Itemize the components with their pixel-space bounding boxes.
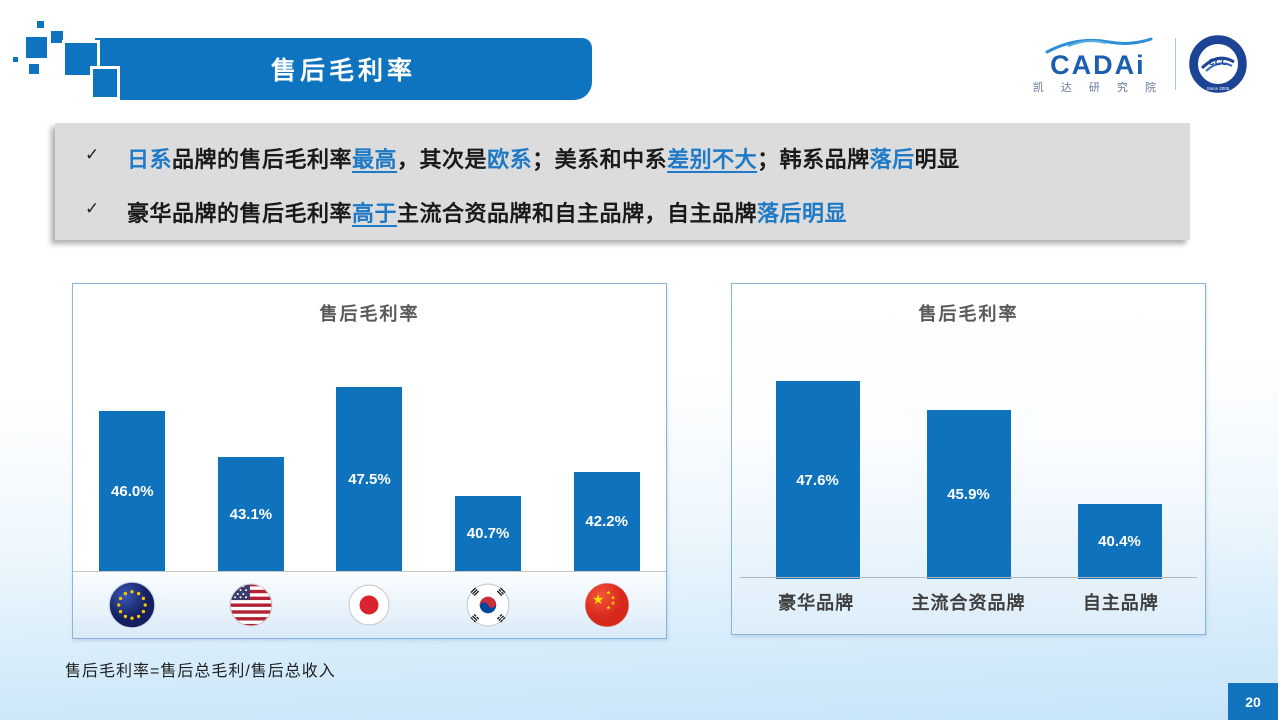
eu-flag-icon <box>108 581 156 629</box>
bar-column: 40.4% <box>1044 284 1195 579</box>
bullet-segment: 明显 <box>914 147 960 172</box>
svg-text:CCC: CCC <box>1208 57 1228 67</box>
category-label: 主流合资品牌 <box>911 593 1026 613</box>
bar-value-label: 46.0% <box>111 482 154 500</box>
svg-text:★: ★ <box>610 594 615 601</box>
category-label: 自主品牌 <box>1082 593 1159 613</box>
svg-text:★: ★ <box>610 600 615 607</box>
chart-panel-by-country: 售后毛利率 46.0% 43.1% 47.5% 40.7% 42.2% <box>72 283 667 639</box>
deco-square <box>13 57 18 62</box>
car-swoosh-icon <box>1045 37 1153 53</box>
deco-square <box>29 64 39 74</box>
check-icon: ✓ <box>85 199 100 218</box>
bar-chart-by-country: 46.0% 43.1% 47.5% 40.7% 42.2% <box>73 284 666 571</box>
bar-value-label: 47.6% <box>796 471 839 489</box>
page-number: 20 <box>1245 693 1261 710</box>
cadai-wordmark: CADAi 凯 达 研 究 院 <box>1033 34 1163 95</box>
category-label: 豪华品牌 <box>778 593 855 613</box>
svg-text:★: ★ <box>592 592 604 607</box>
bar: 40.4% <box>1077 504 1162 579</box>
bar-column: 45.9% <box>893 284 1044 579</box>
bar: 47.5% <box>336 387 403 571</box>
flag-axis-strip: ★ ★ ★ ★ ★ <box>73 571 666 638</box>
bullet-segment: 日系 <box>127 147 173 172</box>
bar-value-label: 47.5% <box>348 470 391 488</box>
chart-title: 售后毛利率 <box>319 304 420 324</box>
bullet-segment: 品牌的售后毛利率 <box>172 147 353 172</box>
bar-column: 46.0% <box>73 284 192 571</box>
bar-column: 43.1% <box>192 284 311 571</box>
logo-subtitle-text: 凯 达 研 究 院 <box>1032 81 1163 94</box>
bullet-text: 日系品牌的售后毛利率最高，其次是欧系；美系和中系差别不大；韩系品牌落后明显 <box>127 142 960 174</box>
bar-value-label: 40.4% <box>1098 533 1141 550</box>
svg-text:★: ★ <box>606 590 611 597</box>
deco-square <box>90 66 120 100</box>
bullet-segment: 主流合资品牌和自主品牌，自主品牌 <box>397 201 758 226</box>
bullet-segment: ；美系和中系 <box>532 147 668 172</box>
bar-column: 40.7% <box>429 284 548 571</box>
key-findings-box: ✓ 日系品牌的售后毛利率最高，其次是欧系；美系和中系差别不大；韩系品牌落后明显 … <box>55 123 1190 240</box>
bullet-segment: ，其次是 <box>397 147 488 172</box>
page-title: 售后毛利率 <box>270 57 416 85</box>
bar-value-label: 45.9% <box>947 486 990 503</box>
bar-column: 47.6% <box>742 284 893 579</box>
flag-cell <box>429 583 548 627</box>
deco-square <box>37 21 44 28</box>
cadai-logo: CADAi 凯 达 研 究 院 CCC Since 2005 <box>1018 28 1248 100</box>
check-icon: ✓ <box>85 145 100 164</box>
chart-title: 售后毛利率 <box>918 304 1019 324</box>
bar-value-label: 42.2% <box>585 513 628 530</box>
bullet-segment: 豪华品牌的售后毛利率 <box>127 201 353 226</box>
bullet-segment: 欧系 <box>487 147 533 172</box>
bar: 45.9% <box>926 410 1011 579</box>
bullet-text: 豪华品牌的售后毛利率高于主流合资品牌和自主品牌，自主品牌落后明显 <box>127 196 847 228</box>
bar: 46.0% <box>99 411 166 571</box>
bar-column: 47.5% <box>310 284 429 571</box>
svg-text:Since 2005: Since 2005 <box>1207 86 1230 91</box>
deco-square <box>26 37 47 58</box>
bar-column: 42.2% <box>547 284 666 571</box>
bullet-segment: 高于 <box>352 201 398 226</box>
bar-chart-by-brand-tier: 47.6% 45.9% 40.4% <box>732 284 1205 579</box>
bar-value-label: 40.7% <box>466 525 510 542</box>
flag-cell <box>310 584 429 626</box>
category-axis: 豪华品牌 主流合资品牌 自主品牌 <box>740 577 1197 634</box>
bar: 47.6% <box>775 381 860 579</box>
flag-cell <box>192 583 311 627</box>
bullet-segment: ；韩系品牌 <box>757 147 870 172</box>
bullet-segment: 落后明显 <box>757 201 848 226</box>
bullet-segment: 落后 <box>869 147 915 172</box>
bar-value-label: 43.1% <box>229 505 273 523</box>
bullet-segment: 差别不大 <box>667 147 758 172</box>
page-number-badge: 20 <box>1228 683 1278 720</box>
usa-flag-icon <box>229 583 273 627</box>
bar: 43.1% <box>217 457 284 571</box>
chart-panel-by-brand-tier: 售后毛利率 47.6% 45.9% 40.4% 豪华品牌 主流合资品牌 自主品牌 <box>731 283 1206 635</box>
logo-divider <box>1175 38 1176 90</box>
bullet-segment: 最高 <box>352 147 398 172</box>
footnote: 售后毛利率=售后总毛利/售后总收入 <box>65 663 336 680</box>
logo-brand-text: CADAi <box>1050 49 1146 80</box>
svg-text:★: ★ <box>606 605 611 612</box>
china-flag-icon: ★ ★ ★ ★ ★ <box>584 582 629 628</box>
bullet-item: ✓ 豪华品牌的售后毛利率高于主流合资品牌和自主品牌，自主品牌落后明显 <box>85 196 1190 228</box>
japan-flag-icon <box>349 584 390 626</box>
bar: 42.2% <box>573 472 640 571</box>
south-korea-flag-icon <box>466 583 510 627</box>
deco-square <box>48 28 66 46</box>
bar: 40.7% <box>455 496 522 571</box>
association-badge-icon: CCC Since 2005 <box>1189 35 1247 93</box>
bullet-item: ✓ 日系品牌的售后毛利率最高，其次是欧系；美系和中系差别不大；韩系品牌落后明显 <box>85 142 1190 174</box>
slide-title-banner: 售后毛利率 <box>95 38 592 100</box>
flag-cell: ★ ★ ★ ★ ★ <box>547 582 666 628</box>
flag-cell <box>73 581 192 629</box>
